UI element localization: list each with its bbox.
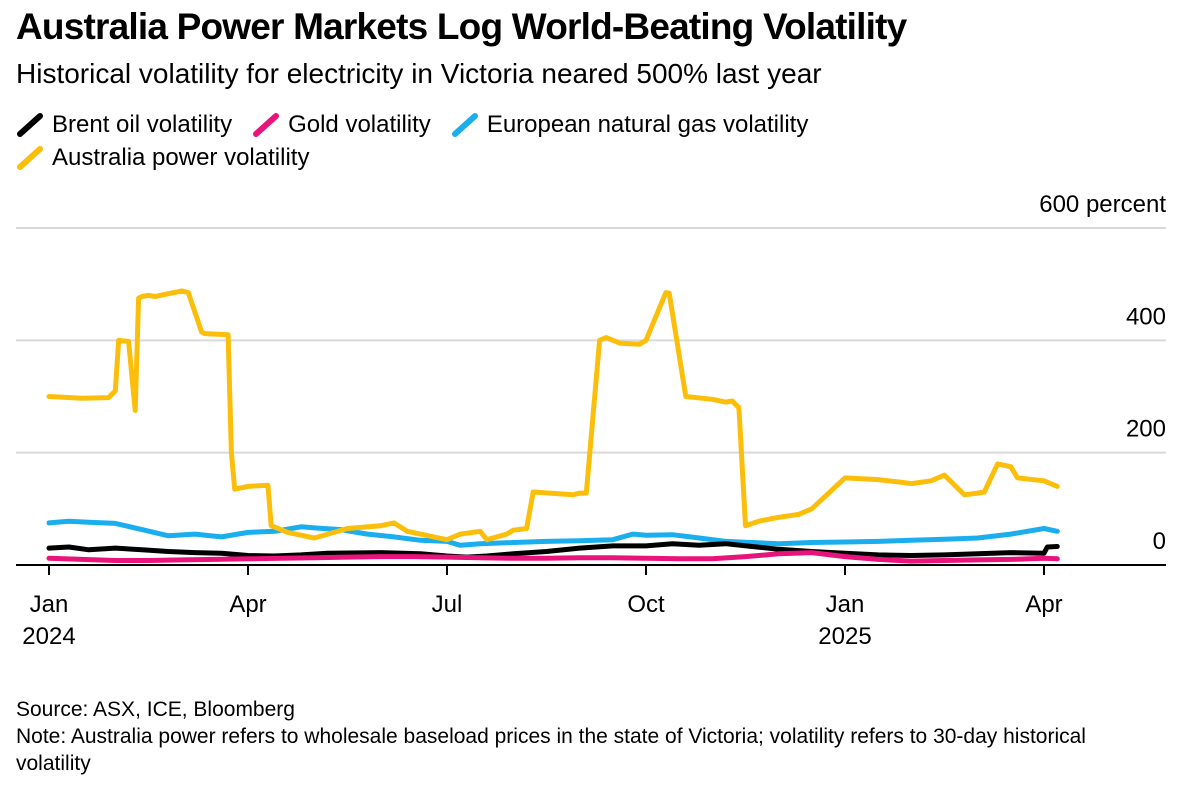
x-tick-year-label: 2025 (818, 623, 871, 650)
x-tick-label: Jan (826, 591, 865, 618)
chart-subtitle: Historical volatility for electricity in… (16, 58, 822, 89)
series-line-brent-oil-volatility (46, 541, 1060, 560)
legend-swatch-gold (253, 112, 280, 137)
y-tick-label: 600 percent (1039, 191, 1166, 218)
legend-swatch-australia-power (17, 145, 43, 170)
footer: Source: ASX, ICE, Bloomberg Note: Austra… (16, 696, 1166, 777)
y-tick-label: 400 (1126, 303, 1166, 330)
legend-swatch-line (253, 112, 280, 137)
chart-title: Australia Power Markets Log World-Beatin… (16, 6, 907, 47)
legend-label-gas: European natural gas volatility (486, 110, 809, 138)
methodology-note: Note: Australia power refers to wholesal… (16, 725, 1086, 775)
x-tick-year-label: 2024 (22, 623, 75, 650)
x-tick-label: Jul (432, 591, 463, 618)
series-line-gold-volatility (46, 550, 1060, 564)
series-line-european-natural-gas-volatility (46, 518, 1060, 548)
x-tick-label: Apr (229, 591, 266, 618)
x-tick-label: Jan (30, 591, 69, 618)
x-tick-label: Oct (627, 591, 665, 618)
legend-row-2: Australia power volatility (16, 141, 1116, 174)
x-tick-label: Apr (1025, 591, 1062, 618)
y-tick-label: 0 (1153, 528, 1166, 555)
legend-label-australia-power: Australia power volatility (52, 143, 310, 171)
legend-label-gold: Gold volatility (288, 110, 431, 138)
legend-item-brent[interactable]: Brent oil volatility (16, 111, 232, 139)
legend-swatch-gas (451, 112, 478, 137)
legend-item-australia-power[interactable]: Australia power volatility (16, 144, 309, 172)
legend-swatch-brent (17, 112, 43, 137)
legend-swatch-line (17, 112, 43, 137)
source-note: Source: ASX, ICE, Bloomberg (16, 698, 295, 721)
legend-swatch-line (17, 145, 43, 170)
legend-item-gas[interactable]: European natural gas volatility (451, 110, 809, 139)
series-line-australia-power-volatility (46, 288, 1060, 543)
legend-row-1: Brent oil volatility Gold volatility Eur… (16, 108, 1116, 141)
legend-label-brent: Brent oil volatility (52, 110, 233, 138)
legend-swatch-line (451, 112, 478, 137)
legend-item-gold[interactable]: Gold volatility (252, 111, 431, 139)
legend: Brent oil volatility Gold volatility Eur… (16, 108, 1116, 174)
line-chart: 0 200 400 600 percent Jan 2024 Apr Jul Oct Jan 202… (16, 191, 1166, 650)
y-tick-label: 200 (1126, 416, 1166, 443)
